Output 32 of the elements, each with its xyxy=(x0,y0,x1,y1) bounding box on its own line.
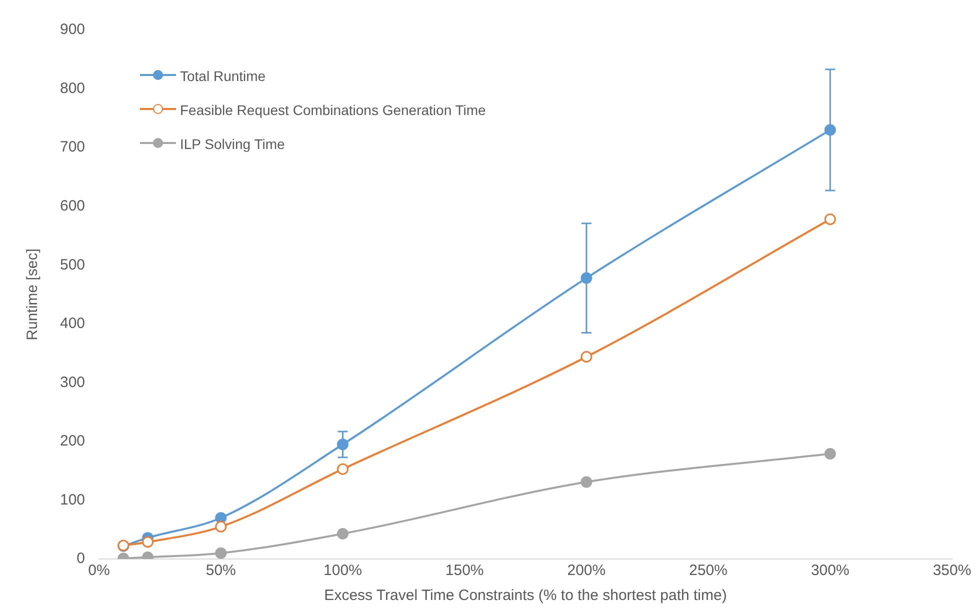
legend-label: Feasible Request Combinations Generation Time xyxy=(180,101,486,120)
point xyxy=(215,547,227,559)
x-axis-title: Excess Travel Time Constraints (% to the shortest path time) xyxy=(324,587,727,604)
y-axis-title: Runtime [sec] xyxy=(24,248,42,340)
point xyxy=(824,448,836,460)
y-tick-label: 0 xyxy=(76,550,86,568)
x-tick-label: 200% xyxy=(567,562,606,580)
x-tick-label: 150% xyxy=(445,562,484,580)
y-tick-label: 100 xyxy=(60,491,86,508)
y-tick-label: 500 xyxy=(60,256,86,274)
y-tick-label: 200 xyxy=(60,432,86,450)
legend-label: ILP Solving Time xyxy=(180,135,285,154)
point xyxy=(215,520,227,532)
point xyxy=(824,214,836,226)
x-tick-label: 350% xyxy=(932,562,972,580)
y-tick-label: 400 xyxy=(60,315,86,332)
x-tick-label: 100% xyxy=(324,562,362,580)
y-tick-label: 700 xyxy=(60,138,86,156)
x-tick-label: 50% xyxy=(206,562,236,580)
point xyxy=(580,476,592,488)
y-tick-label: 300 xyxy=(60,374,86,391)
y-tick-label: 600 xyxy=(60,197,86,214)
point xyxy=(336,463,348,475)
point xyxy=(336,528,348,540)
legend-label: Total Runtime xyxy=(180,67,266,86)
point xyxy=(580,351,592,363)
y-tick-label: 800 xyxy=(60,80,86,97)
x-tick-label: 300% xyxy=(810,562,850,580)
y-tick-label: 900 xyxy=(60,21,86,38)
x-tick-label: 0% xyxy=(88,562,110,580)
x-tick-label: 250% xyxy=(689,562,728,580)
point xyxy=(142,536,154,548)
